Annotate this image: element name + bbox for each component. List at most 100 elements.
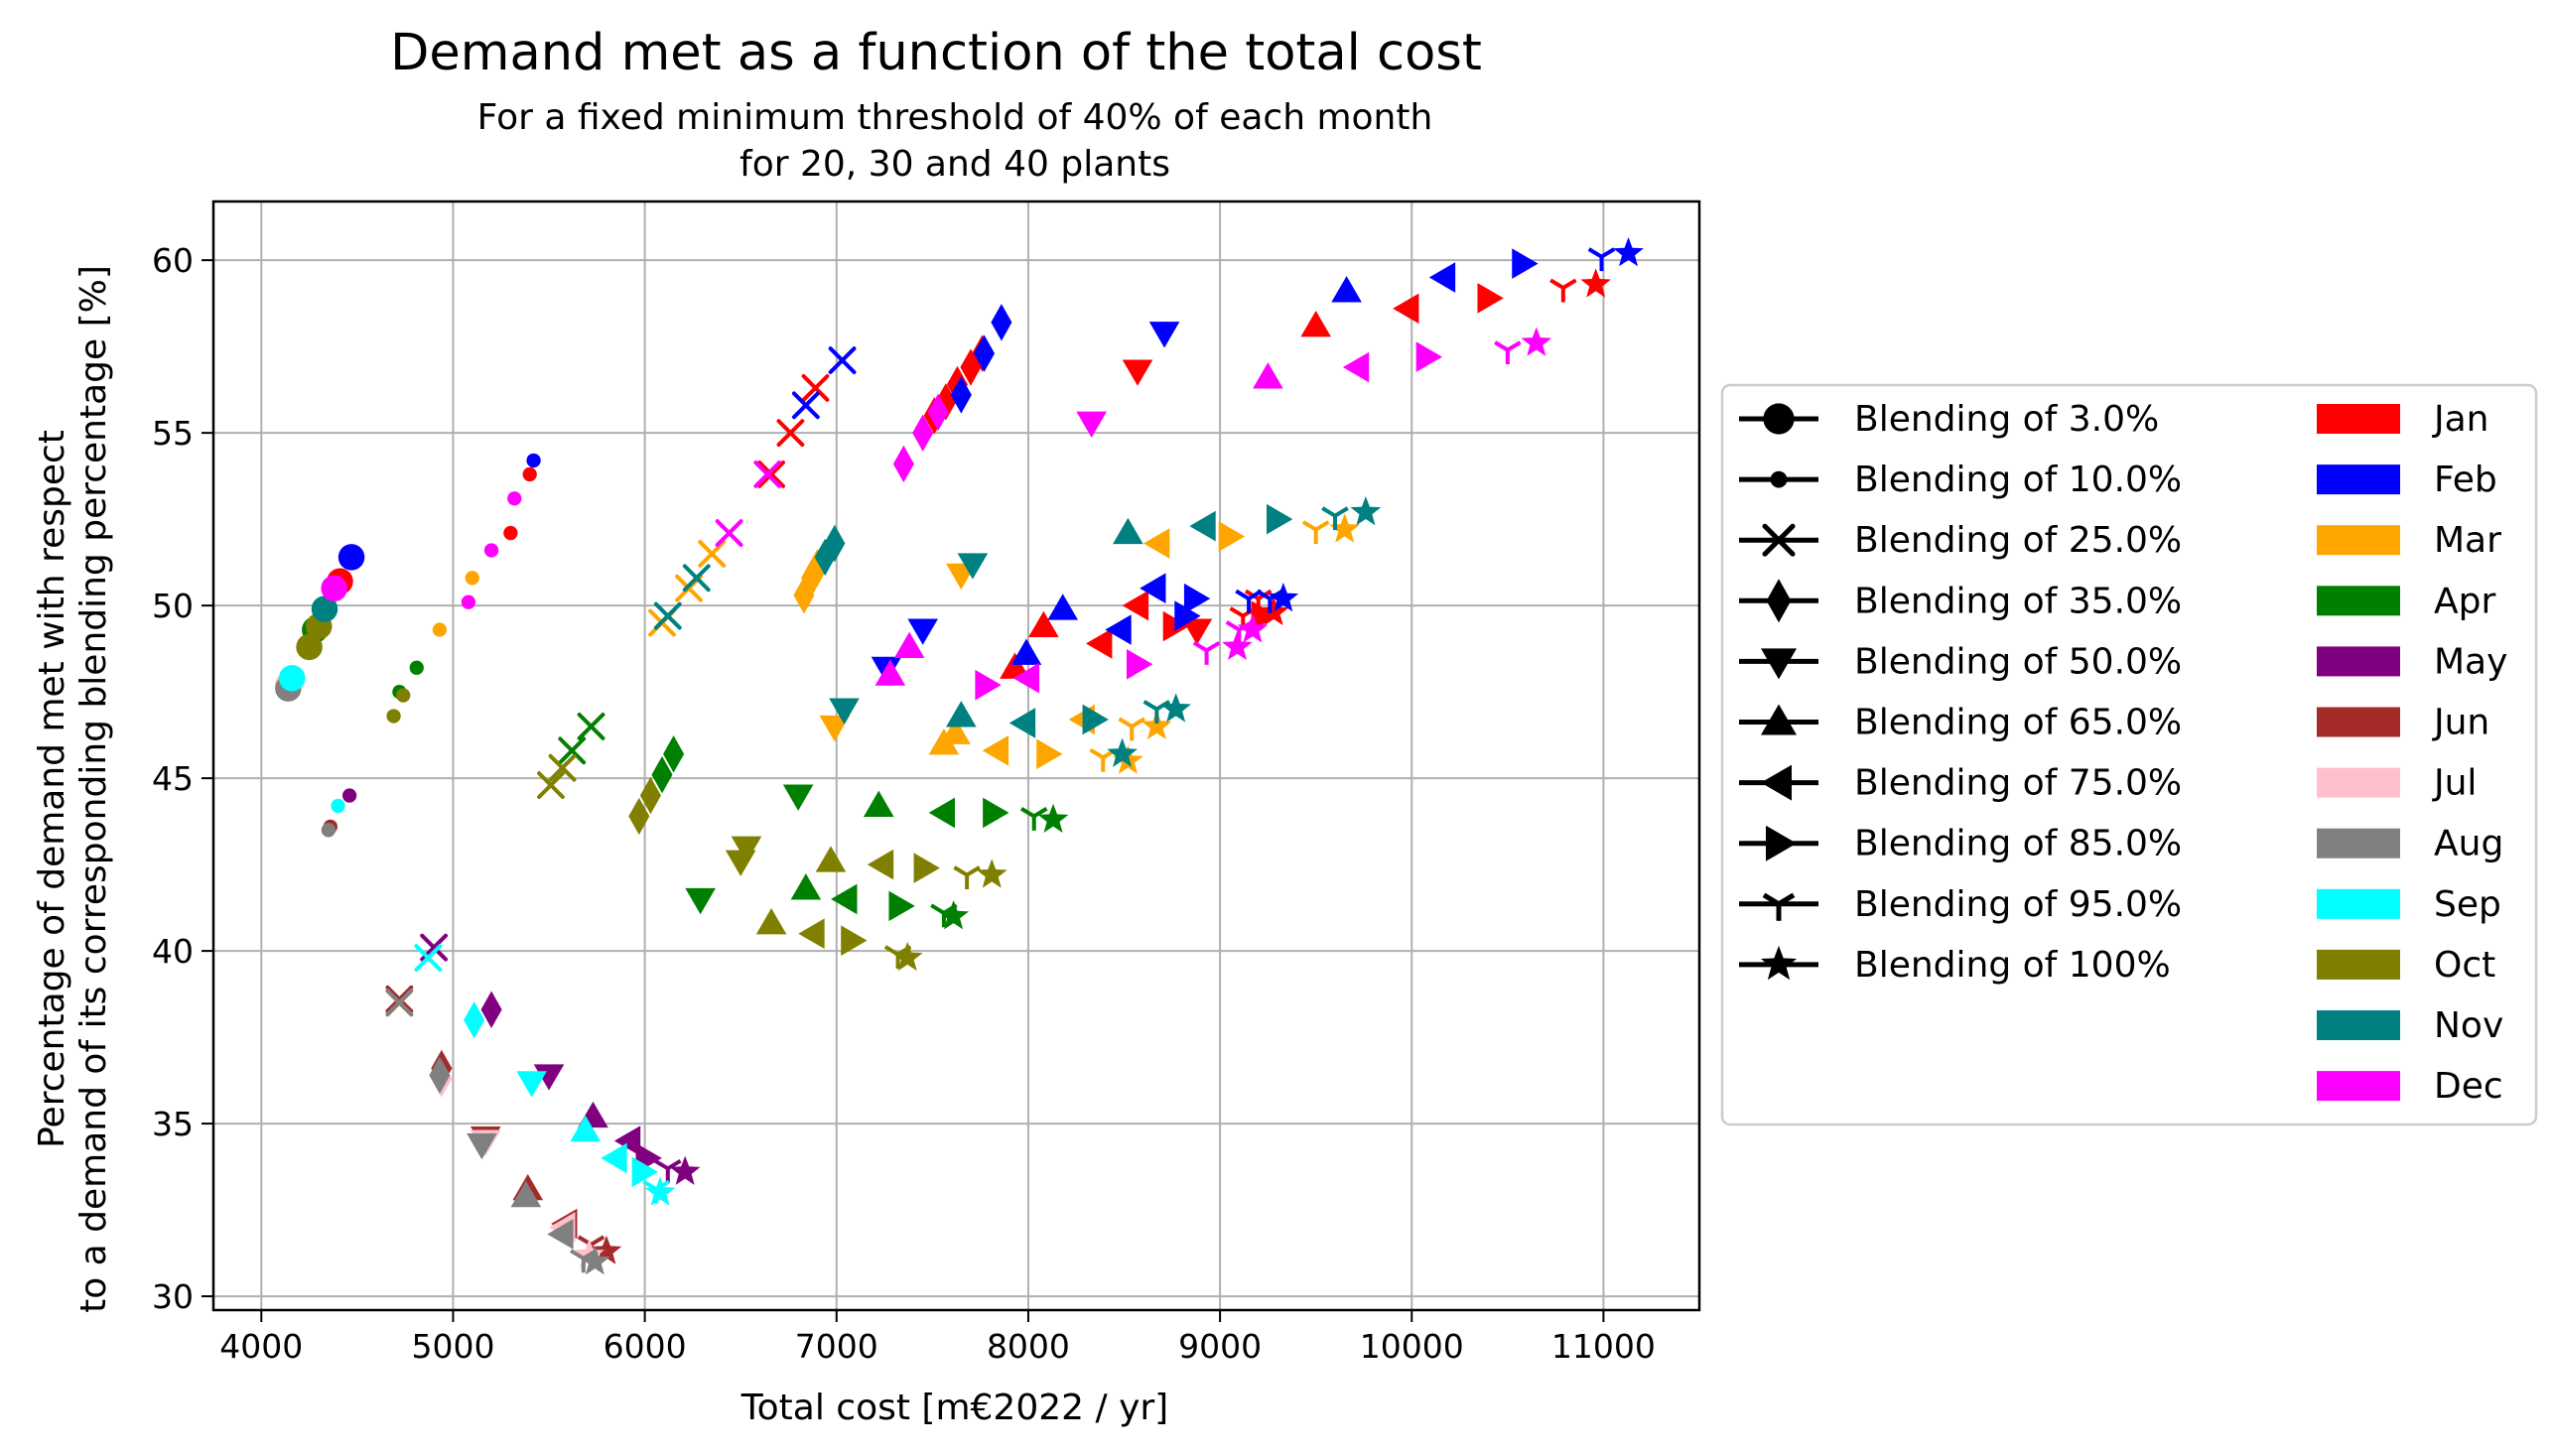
x-axis-label: Total cost [m€2022 / yr]	[740, 1388, 1168, 1428]
data-point-mar-triangle-up	[940, 718, 971, 744]
data-point-apr-triangle-left	[928, 797, 955, 829]
legend-swatch-jul	[2317, 767, 2400, 798]
data-point-aug-circle-small	[321, 823, 336, 838]
y-tick-label: 60	[152, 241, 194, 280]
legend-blend-label: Blending of 100%	[1854, 945, 2171, 986]
data-point-jan-x	[757, 461, 785, 488]
legend-swatch-oct	[2317, 949, 2400, 980]
data-point-sep-triangle-left	[601, 1142, 627, 1174]
data-point-feb-triangle-right	[1183, 583, 1211, 614]
data-point-jan-x	[776, 419, 805, 448]
data-point-feb-x	[791, 391, 820, 420]
data-point-feb-triangle-down	[1148, 322, 1180, 348]
data-point-oct-triangle-down	[731, 836, 762, 863]
data-point-feb-triangle-left	[1140, 573, 1166, 604]
data-point-dec-star	[1521, 327, 1552, 356]
legend-swatch-mar	[2317, 525, 2400, 556]
data-point-mar-circle-small	[465, 571, 479, 586]
data-point-sep-triangle-right	[631, 1156, 658, 1188]
data-point-apr-triangle-right	[888, 890, 915, 922]
data-point-apr-x	[577, 713, 605, 740]
legend-box	[1720, 383, 2538, 1126]
data-point-feb-triangle-right	[1512, 248, 1539, 279]
x-tick-label: 8000	[987, 1327, 1070, 1366]
x-tick-label: 9000	[1178, 1327, 1262, 1366]
data-point-dec-triangle-up	[893, 631, 925, 658]
y-tick-label: 35	[152, 1105, 194, 1143]
data-point-aug-x	[385, 989, 414, 1017]
data-point-jun-x	[385, 985, 414, 1013]
legend-month-label: Sep	[2434, 884, 2501, 925]
x-tick-label: 6000	[604, 1327, 687, 1366]
data-point-sep-circle-big	[278, 664, 306, 692]
data-point-jan-triangle-left	[1393, 293, 1419, 325]
data-point-oct-circle-big	[296, 633, 323, 661]
legend: Blending of 3.0% Blending of 10.0% Blendin…	[1720, 383, 2538, 1126]
data-point-mar-triangle-left	[982, 734, 1009, 766]
legend-swatch-dec	[2317, 1071, 2400, 1102]
data-point-feb-triangle-up	[1331, 276, 1362, 303]
legend-month-label: Oct	[2434, 945, 2495, 986]
legend-swatch-aug	[2317, 828, 2400, 859]
data-point-feb-triangle-left	[1428, 262, 1456, 293]
data-point-oct-tri-down	[953, 865, 981, 890]
data-point-oct-diamond	[639, 776, 661, 815]
data-point-oct-triangle-right	[841, 925, 868, 956]
axes-layer: 4000 5000 6000 7000 8000 9000 10000 11000 30 35 40…	[152, 199, 1701, 1366]
data-point-sep-diamond	[464, 1001, 485, 1039]
data-point-dec-triangle-right	[1415, 341, 1443, 372]
data-point-sep-star	[644, 1176, 676, 1206]
data-point-feb-triangle-up	[1047, 594, 1079, 620]
data-point-mar-triangle-down	[819, 715, 851, 742]
legend-marker-triangle-down	[1761, 648, 1797, 680]
data-point-apr-triangle-down	[782, 784, 814, 811]
data-point-dec-x	[753, 461, 782, 488]
data-point-oct-circle-small	[386, 709, 401, 724]
legend-blend-label: Blending of 35.0%	[1854, 581, 2182, 621]
data-point-oct-circle-small	[396, 688, 411, 703]
data-point-nov-tri-down	[1321, 506, 1349, 531]
legend-month-label: Jan	[2432, 399, 2489, 440]
legend-month-label: Jun	[2432, 703, 2489, 743]
x-tick-label: 10000	[1360, 1327, 1464, 1366]
data-point-nov-triangle-up	[946, 701, 977, 728]
data-point-oct-diamond	[628, 797, 650, 836]
data-point-may-triangle-left	[613, 1125, 641, 1156]
data-point-aug-triangle-left	[547, 1219, 574, 1250]
data-point-jun-star	[591, 1235, 622, 1264]
data-point-feb-triangle-down	[907, 618, 938, 645]
data-point-feb-diamond	[950, 376, 972, 414]
data-point-jan-star	[1258, 596, 1289, 626]
data-point-jan-star	[1580, 268, 1612, 298]
data-point-feb-star	[1613, 237, 1644, 267]
chart-subtitle-line-2: for 20, 30 and 40 plants	[739, 144, 1170, 185]
y-axis-label-line-1: Percentage of demand met with respect	[32, 430, 72, 1148]
data-point-nov-triangle-right	[1266, 503, 1293, 535]
legend-marker-circle-big	[1763, 403, 1795, 435]
legend-blend-label: Blending of 3.0%	[1854, 399, 2159, 440]
data-point-jan-triangle-up	[1300, 310, 1331, 337]
data-point-dec-diamond	[912, 414, 934, 452]
data-point-feb-diamond	[991, 304, 1012, 341]
data-point-may-triangle-down	[533, 1064, 565, 1091]
data-points-layer	[275, 237, 1644, 1275]
legend-month-label: Nov	[2434, 1005, 2503, 1046]
legend-blend-label: Blending of 50.0%	[1854, 641, 2182, 682]
data-point-dec-star	[1222, 630, 1253, 660]
data-point-aug-diamond	[429, 1056, 451, 1095]
data-point-nov-triangle-up	[1113, 517, 1143, 545]
data-point-apr-circle-small	[409, 660, 424, 675]
data-point-apr-triangle-up	[790, 873, 822, 900]
data-point-nov-triangle-down	[829, 698, 860, 725]
y-tick-label: 50	[152, 587, 194, 625]
data-point-feb-diamond	[973, 334, 996, 372]
data-point-nov-star	[1160, 693, 1192, 723]
data-point-nov-triangle-left	[1008, 708, 1036, 738]
data-point-oct-triangle-left	[798, 918, 825, 950]
data-point-feb-triangle-up	[1010, 638, 1042, 665]
y-tick-label: 55	[152, 414, 194, 453]
legend-month-label: Jul	[2432, 763, 2477, 804]
data-point-dec-triangle-right	[975, 669, 1002, 701]
y-tick-label: 45	[152, 759, 194, 798]
data-point-dec-tri-down	[1192, 641, 1221, 665]
